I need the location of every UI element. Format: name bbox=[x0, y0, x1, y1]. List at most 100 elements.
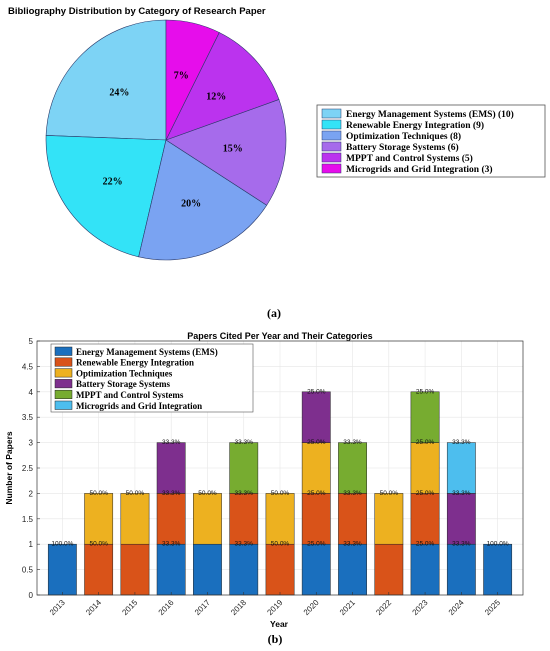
pie-legend-swatch bbox=[321, 152, 342, 163]
bar-segment-label: 33.3% bbox=[452, 439, 471, 446]
bar-segment-2023-energy-management-systems-ems bbox=[410, 543, 440, 596]
bar-segment-2015-optimization-techniques bbox=[120, 493, 150, 545]
bar-segment-2023-renewable-energy-integration bbox=[410, 493, 440, 545]
bar-segment-label: 33.3% bbox=[234, 541, 253, 548]
bar-segment-2020-energy-management-systems-ems bbox=[301, 543, 331, 596]
bar-x-tick-label-2024: 2024 bbox=[447, 598, 466, 617]
bar-y-tick-label: 0.5 bbox=[22, 566, 34, 575]
bar-segment-label: 50.0% bbox=[380, 490, 399, 497]
bar-chart-panel: Papers Cited Per Year and Their Categori… bbox=[4, 331, 524, 646]
bar-legend-swatch bbox=[54, 379, 73, 389]
bar-y-tick-label: 0 bbox=[29, 591, 34, 600]
pie-legend-entry: Renewable Energy Integration (9) bbox=[346, 120, 484, 131]
pie-chart-panel: Bibliography Distribution by Category of… bbox=[8, 6, 546, 320]
panel-label-a: (a) bbox=[267, 306, 281, 320]
bar-legend-entry: Battery Storage Systems bbox=[76, 379, 170, 389]
bar-y-tick-label: 4.5 bbox=[22, 362, 34, 371]
pie-legend-entry: MPPT and Control Systems (5) bbox=[346, 153, 473, 164]
pie-legend-box bbox=[316, 104, 546, 178]
pie-slice-label: 24% bbox=[109, 88, 129, 99]
bar-segment-2020-renewable-energy-integration bbox=[301, 493, 331, 545]
bar-segment-label: 33.3% bbox=[234, 490, 253, 497]
bar-x-tick-label-2014: 2014 bbox=[84, 598, 103, 617]
bar-x-tick-label-2022: 2022 bbox=[374, 598, 393, 617]
bar-legend-swatch bbox=[54, 346, 73, 356]
bar-segment-label: 25.0% bbox=[307, 388, 326, 395]
bar-segment-2021-energy-management-systems-ems bbox=[338, 543, 367, 596]
pie-legend-entry: Microgrids and Grid Integration (3) bbox=[346, 164, 493, 175]
bar-y-tick-label: 3 bbox=[29, 439, 34, 448]
bar-segment-2014-renewable-energy-integration bbox=[84, 543, 114, 596]
pie-slice-renewable-energy-integration-9 bbox=[45, 135, 167, 258]
bar-x-tick-label-2015: 2015 bbox=[120, 598, 139, 617]
bar-x-tick-label-2023: 2023 bbox=[411, 598, 430, 617]
bar-segment-label: 33.3% bbox=[343, 490, 362, 497]
bar-segment-label: 25.0% bbox=[307, 439, 326, 446]
bar-segment-2022-optimization-techniques bbox=[374, 493, 404, 545]
bar-segment-label: 25.0% bbox=[416, 388, 435, 395]
bar-segment-2018-mppt-and-control-systems bbox=[229, 442, 259, 494]
bar-segment-2013-energy-management-systems-ems bbox=[47, 543, 77, 596]
bar-segment-2017-energy-management-systems-ems bbox=[193, 543, 222, 596]
pie-slice-energy-management-systems-ems-10 bbox=[45, 19, 167, 141]
pie-legend-entry: Optimization Techniques (8) bbox=[346, 131, 461, 142]
bar-y-tick-label: 1.5 bbox=[22, 515, 34, 524]
pie-slice-label: 22% bbox=[103, 177, 123, 188]
bar-segment-label: 25.0% bbox=[307, 541, 326, 548]
bar-segment-label: 25.0% bbox=[416, 490, 435, 497]
pie-slice-battery-storage-systems-6 bbox=[165, 99, 287, 206]
bar-segment-label: 100.0% bbox=[487, 541, 509, 548]
bar-segment-label: 50.0% bbox=[126, 490, 145, 497]
bar-y-ticks: 0 0.5 1 1.5 2 2.5 3 3.5 4 4.5 5 bbox=[22, 337, 40, 600]
bar-segment-label: 50.0% bbox=[271, 541, 290, 548]
bar-chart-title: Papers Cited Per Year and Their Categori… bbox=[187, 331, 372, 341]
bar-segment-2022-renewable-energy-integration bbox=[374, 543, 404, 596]
pie-slices bbox=[45, 19, 287, 261]
pie-legend-entry: Energy Management Systems (EMS) (10) bbox=[346, 109, 514, 120]
bar-segment-2015-renewable-energy-integration bbox=[120, 543, 150, 596]
bar-segment-label: 25.0% bbox=[307, 490, 326, 497]
bar-segment-label: 50.0% bbox=[89, 490, 108, 497]
pie-legend-entry: Battery Storage Systems (6) bbox=[346, 142, 459, 153]
bar-x-tick-label-2021: 2021 bbox=[338, 598, 357, 617]
bar-y-tick-label: 2.5 bbox=[22, 464, 34, 473]
pie-title: Bibliography Distribution by Category of… bbox=[8, 6, 266, 17]
pie-slice-label: 20% bbox=[181, 198, 201, 209]
bar-segment-label: 50.0% bbox=[89, 541, 108, 548]
bar-segment-label: 33.3% bbox=[162, 439, 181, 446]
bar-segment-2016-battery-storage-systems bbox=[156, 442, 186, 494]
bar-segment-2019-optimization-techniques bbox=[265, 493, 295, 545]
bar-segment-2020-battery-storage-systems bbox=[301, 391, 331, 443]
bar-x-tick-label-2017: 2017 bbox=[193, 598, 212, 617]
bar-segment-label: 33.3% bbox=[162, 490, 181, 497]
bar-legend-box bbox=[50, 343, 254, 413]
bar-y-tick-label: 3.5 bbox=[22, 413, 34, 422]
bar-y-tick-label: 2 bbox=[29, 489, 34, 498]
bar-legend-entry: MPPT and Control Systems bbox=[76, 390, 184, 400]
bar-segment-2019-renewable-energy-integration bbox=[265, 543, 295, 596]
bar-segment-label: 50.0% bbox=[271, 490, 290, 497]
bar-x-tick-label-2018: 2018 bbox=[229, 598, 248, 617]
bar-legend-entry: Renewable Energy Integration bbox=[76, 358, 194, 368]
pie-slice-label: 7% bbox=[174, 71, 189, 82]
bar-y-tick-label: 5 bbox=[29, 337, 34, 346]
bar-segment-label: 33.3% bbox=[162, 541, 181, 548]
bar-segment-2018-renewable-energy-integration bbox=[229, 493, 259, 545]
bar-segment-2017-optimization-techniques bbox=[193, 493, 222, 545]
bar-segment-2024-microgrids-and-grid-integration bbox=[446, 442, 476, 494]
pie-slice-mppt-and-control-systems-5 bbox=[165, 32, 280, 141]
bar-segment-2023-optimization-techniques bbox=[410, 442, 440, 494]
bar-x-tick-label-2016: 2016 bbox=[157, 598, 176, 617]
panel-label-b: (b) bbox=[268, 632, 283, 646]
bar-legend-entry: Optimization Techniques bbox=[76, 368, 173, 378]
pie-legend-swatch bbox=[321, 163, 342, 174]
bar-segment-label: 33.3% bbox=[343, 541, 362, 548]
bar-segment-2014-optimization-techniques bbox=[84, 493, 114, 545]
bar-segment-label: 25.0% bbox=[416, 439, 435, 446]
bar-y-axis-label: Number of Papers bbox=[4, 431, 14, 504]
bar-segment-label: 33.3% bbox=[452, 541, 471, 548]
bar-segment-2025-energy-management-systems-ems bbox=[483, 543, 513, 596]
bar-segment-label: 33.3% bbox=[234, 439, 253, 446]
bar-segment-2021-renewable-energy-integration bbox=[338, 493, 367, 545]
